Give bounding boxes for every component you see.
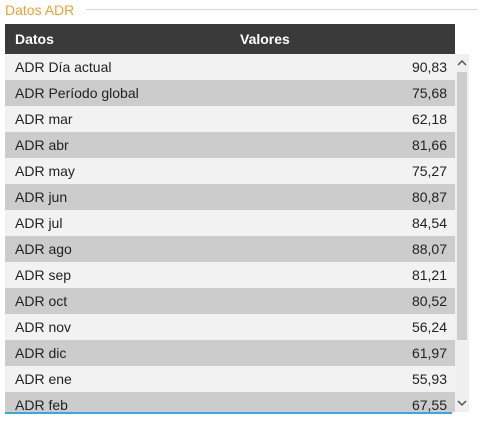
row-label: ADR abr [15, 137, 69, 153]
table-row[interactable]: ADR Período global 75,68 [5, 80, 455, 106]
row-label: ADR may [15, 163, 75, 179]
row-value: 88,07 [411, 241, 447, 257]
table-row[interactable]: ADR mar 62,18 [5, 106, 455, 132]
row-label: ADR feb [15, 397, 68, 412]
row-value: 81,66 [411, 137, 447, 153]
table-body: ADR Día actual 90,83 ADR Período global 75,… [5, 54, 455, 412]
table-row[interactable]: ADR jun 80,87 [5, 184, 455, 210]
table-row[interactable]: ADR Día actual 90,83 [5, 54, 455, 80]
panel-header: Datos ADR [0, 0, 478, 20]
table-row[interactable]: ADR jul 84,54 [5, 210, 455, 236]
row-label: ADR jun [15, 189, 68, 205]
row-value: 55,93 [411, 371, 447, 387]
row-label: ADR jul [15, 215, 63, 231]
table-row[interactable]: ADR abr 81,66 [5, 132, 455, 158]
vertical-scrollbar[interactable] [455, 54, 469, 412]
scrollbar-thumb[interactable] [457, 72, 467, 340]
column-header-datos[interactable]: Datos [15, 31, 54, 47]
row-value: 84,54 [411, 215, 447, 231]
row-value: 62,18 [411, 111, 447, 127]
table-row[interactable]: ADR may 75,27 [5, 158, 455, 184]
row-label: ADR Día actual [15, 59, 112, 75]
row-value: 61,97 [411, 345, 447, 361]
row-label: ADR sep [15, 267, 72, 283]
adr-table: Datos Valores ADR Día actual 90,83 ADR Per… [5, 24, 455, 412]
panel-divider [86, 9, 478, 10]
table-header: Datos Valores [5, 24, 455, 54]
chevron-down-icon[interactable] [455, 396, 469, 410]
row-value: 80,87 [411, 189, 447, 205]
row-label: ADR ago [15, 241, 72, 257]
table-row[interactable]: ADR ago 88,07 [5, 236, 455, 262]
table-row[interactable]: ADR dic 61,97 [5, 340, 455, 366]
table-row[interactable]: ADR oct 80,52 [5, 288, 455, 314]
selection-underline [5, 412, 452, 414]
row-label: ADR nov [15, 319, 72, 335]
column-header-valores[interactable]: Valores [240, 31, 290, 47]
row-label: ADR Período global [15, 85, 139, 101]
table-row[interactable]: ADR nov 56,24 [5, 314, 455, 340]
row-value: 75,27 [411, 163, 447, 179]
row-label: ADR mar [15, 111, 73, 127]
row-value: 81,21 [411, 267, 447, 283]
row-value: 80,52 [411, 293, 447, 309]
row-value: 67,55 [411, 397, 447, 412]
row-value: 56,24 [411, 319, 447, 335]
chevron-up-icon[interactable] [455, 56, 469, 70]
table-row[interactable]: ADR feb 67,55 [5, 392, 455, 412]
row-label: ADR ene [15, 371, 72, 387]
row-value: 75,68 [411, 85, 447, 101]
table-row[interactable]: ADR sep 81,21 [5, 262, 455, 288]
row-label: ADR oct [15, 293, 68, 309]
row-value: 90,83 [411, 59, 447, 75]
panel-title: Datos ADR [5, 2, 75, 18]
table-row[interactable]: ADR ene 55,93 [5, 366, 455, 392]
row-label: ADR dic [15, 345, 67, 361]
